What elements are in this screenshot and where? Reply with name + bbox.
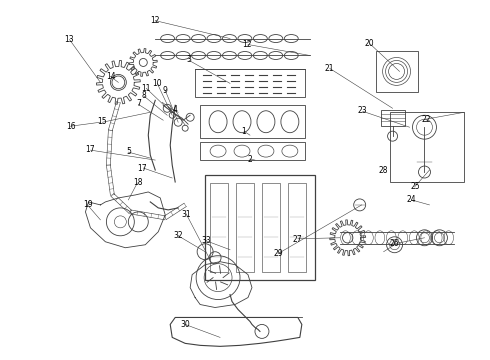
Bar <box>195 69 305 97</box>
Bar <box>390 112 465 182</box>
Text: 12: 12 <box>243 40 252 49</box>
Bar <box>200 105 305 138</box>
Text: 11: 11 <box>142 84 151 93</box>
Text: 25: 25 <box>410 182 420 191</box>
Text: 12: 12 <box>150 16 159 25</box>
Text: 27: 27 <box>293 235 303 244</box>
Text: 1: 1 <box>242 127 246 136</box>
Bar <box>200 142 305 160</box>
Text: 5: 5 <box>126 147 131 156</box>
Text: 15: 15 <box>98 117 107 126</box>
Bar <box>288 183 306 272</box>
Text: 17: 17 <box>138 164 147 173</box>
Text: 7: 7 <box>136 99 141 108</box>
Text: 32: 32 <box>173 231 183 240</box>
Text: 29: 29 <box>273 249 283 258</box>
Text: 2: 2 <box>247 155 252 164</box>
Text: 19: 19 <box>83 200 93 209</box>
Bar <box>381 110 405 126</box>
Text: 4: 4 <box>172 105 177 114</box>
Text: 33: 33 <box>201 237 211 246</box>
Text: 28: 28 <box>379 166 388 175</box>
Text: 16: 16 <box>66 122 75 131</box>
Text: 17: 17 <box>85 145 95 154</box>
Text: 22: 22 <box>421 115 431 124</box>
Text: 21: 21 <box>325 64 334 73</box>
Text: 26: 26 <box>390 239 399 248</box>
Text: 31: 31 <box>182 210 191 219</box>
Text: 24: 24 <box>406 195 416 204</box>
Bar <box>210 183 228 272</box>
Text: 13: 13 <box>64 35 74 44</box>
Text: 18: 18 <box>133 178 142 187</box>
Text: 14: 14 <box>106 72 116 81</box>
Text: 9: 9 <box>162 86 167 95</box>
Text: 10: 10 <box>152 79 162 88</box>
Text: 30: 30 <box>180 320 190 329</box>
Text: 8: 8 <box>142 91 146 100</box>
Text: 20: 20 <box>365 39 374 48</box>
Text: 3: 3 <box>186 55 191 64</box>
Text: 23: 23 <box>357 106 367 115</box>
Bar <box>376 50 417 92</box>
Bar <box>262 183 280 272</box>
Bar <box>236 183 254 272</box>
Bar <box>205 175 315 280</box>
